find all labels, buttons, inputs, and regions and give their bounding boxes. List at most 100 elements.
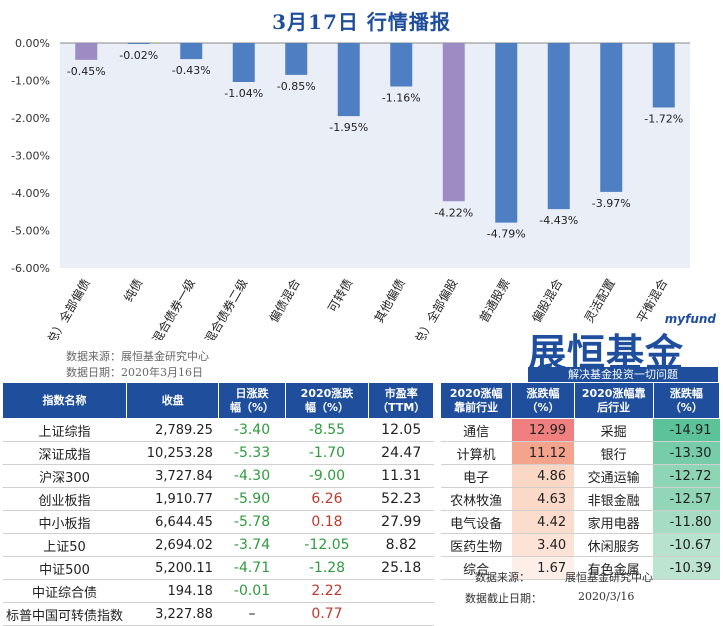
top-industry: 医药生物 bbox=[440, 533, 512, 557]
ytd-change: 6.26 bbox=[285, 487, 369, 511]
index-name: 深证成指 bbox=[2, 441, 127, 465]
close-value: 5,200.11 bbox=[126, 556, 219, 580]
table-row: 中证500 5,200.11 -4.71 -1.28 25.18 bbox=[2, 556, 434, 580]
table-row: 上证50 2,694.02 -3.74 -12.05 8.82 bbox=[2, 533, 434, 557]
industry-table-header: 2020涨幅 靠前行业 涨跌幅 （%） 2020涨幅靠 后行业 涨跌幅 （%） bbox=[439, 382, 721, 419]
svg-text:混合债券一级: 混合债券一级 bbox=[149, 276, 198, 340]
x-tick-label: 混合债券二级 bbox=[201, 276, 250, 340]
pe-value bbox=[368, 602, 434, 626]
table-row: 沪深300 3,727.84 -4.30 -9.00 11.31 bbox=[2, 464, 434, 488]
close-value: 2,694.02 bbox=[126, 533, 219, 557]
day-change: -4.30 bbox=[218, 464, 286, 488]
chart-axes bbox=[60, 42, 690, 268]
bar-data-label: -0.43% bbox=[172, 64, 211, 77]
day-change: -5.33 bbox=[218, 441, 286, 465]
top-change: 12.99 bbox=[511, 418, 575, 442]
close-value: 1,910.77 bbox=[126, 487, 219, 511]
chart-bars bbox=[75, 43, 675, 223]
svg-text:偏债混合: 偏债混合 bbox=[266, 276, 303, 325]
bar-data-label: -1.16% bbox=[382, 92, 421, 105]
close-value: 6,644.45 bbox=[126, 510, 219, 534]
bottom-change: -12.72 bbox=[653, 464, 720, 488]
index-table: 指数名称 收盘 日涨跌 幅（%） 2020涨跌 幅（%） 市盈率 （TTM） 上… bbox=[1, 382, 434, 626]
top-industry: 电气设备 bbox=[440, 510, 512, 534]
bottom-industry: 银行 bbox=[574, 441, 654, 465]
index-name: 中证500 bbox=[2, 556, 127, 580]
top-industry: 农林牧渔 bbox=[440, 487, 512, 511]
close-value: 194.18 bbox=[126, 579, 219, 603]
col-header-bottom-industry: 2020涨幅靠 后行业 bbox=[573, 382, 654, 419]
index-name: 创业板指 bbox=[2, 487, 127, 511]
chart-source-line2: 数据日期：2020年3月16日 bbox=[66, 366, 203, 379]
ytd-change: -8.55 bbox=[285, 418, 369, 442]
footer-source-label: 数据来源： bbox=[475, 571, 530, 584]
col-header-name: 指数名称 bbox=[1, 382, 128, 419]
col-header-bottom-change: 涨跌幅 （%） bbox=[652, 382, 721, 419]
page-title: 3月17日 行情播报 bbox=[272, 10, 451, 34]
index-name: 沪深300 bbox=[2, 464, 127, 488]
pe-value: 24.47 bbox=[368, 441, 434, 465]
bottom-industry: 交通运输 bbox=[574, 464, 654, 488]
table-row: 中小板指 6,644.45 -5.78 0.18 27.99 bbox=[2, 510, 434, 534]
svg-text:普通股票: 普通股票 bbox=[477, 277, 513, 326]
bar-data-label: -4.43% bbox=[539, 214, 578, 227]
bar bbox=[495, 43, 518, 223]
pe-value: 25.18 bbox=[368, 556, 434, 580]
ytd-change: 0.77 bbox=[285, 602, 369, 626]
bar-chart: -0.45% -0.02% -0.43% -1.04% -0.85% -1.95% -1.1… bbox=[11, 37, 690, 340]
table-row: 中证综合债 194.18 -0.01 2.22 bbox=[2, 579, 434, 603]
pe-value: 8.82 bbox=[368, 533, 434, 557]
bar-data-label: -4.22% bbox=[434, 206, 473, 219]
ytd-change: -12.05 bbox=[285, 533, 369, 557]
bottom-change: -12.57 bbox=[653, 487, 720, 511]
ytd-change: -1.70 bbox=[285, 441, 369, 465]
top-change: 3.40 bbox=[511, 533, 575, 557]
bottom-industry: 采掘 bbox=[574, 418, 654, 442]
x-tick-label: 混合债券一级 bbox=[149, 276, 198, 340]
x-tick-label: 偏债混合 bbox=[266, 276, 303, 325]
bar-data-label: -1.72% bbox=[644, 113, 683, 126]
bar bbox=[127, 43, 150, 44]
col-header-day: 日涨跌 幅（%） bbox=[218, 382, 286, 419]
top-industry: 通信 bbox=[440, 418, 512, 442]
col-header-top-industry: 2020涨幅 靠前行业 bbox=[439, 382, 513, 419]
pe-value: 11.31 bbox=[368, 464, 434, 488]
col-header-pe: 市盈率 （TTM） bbox=[368, 382, 434, 419]
pe-value: 12.05 bbox=[368, 418, 434, 442]
bar bbox=[285, 43, 308, 75]
pe-value: 27.99 bbox=[368, 510, 434, 534]
table-row: 通信 12.99 采掘 -14.91 bbox=[440, 418, 720, 442]
bar bbox=[547, 43, 570, 210]
bar bbox=[75, 43, 98, 60]
svg-text:（总）全部偏债: （总）全部偏债 bbox=[38, 276, 93, 340]
ytd-change: 2.22 bbox=[285, 579, 369, 603]
day-change: -0.01 bbox=[218, 579, 286, 603]
ytd-change: 0.18 bbox=[285, 510, 369, 534]
svg-text:其他偏债: 其他偏债 bbox=[371, 276, 408, 325]
bar bbox=[232, 43, 255, 82]
top-change: 4.86 bbox=[511, 464, 575, 488]
y-tick-label: -3.00% bbox=[11, 150, 50, 163]
y-tick-label: -4.00% bbox=[11, 187, 50, 200]
y-tick-label: -1.00% bbox=[11, 75, 50, 88]
col-header-top-change: 涨跌幅 （%） bbox=[511, 382, 575, 419]
industry-table: 2020涨幅 靠前行业 涨跌幅 （%） 2020涨幅靠 后行业 涨跌幅 （%） … bbox=[439, 382, 721, 580]
bar bbox=[390, 43, 413, 87]
y-tick-label: 0.00% bbox=[15, 37, 50, 50]
y-tick-label: -2.00% bbox=[11, 112, 50, 125]
chart-data-labels: -0.45% -0.02% -0.43% -1.04% -0.85% -1.95% -1.1… bbox=[67, 49, 683, 241]
chart-source-line1: 数据来源：展恒基金研究中心 bbox=[66, 350, 209, 363]
col-header-ytd: 2020涨跌 幅（%） bbox=[284, 382, 370, 419]
bar-data-label: -0.45% bbox=[67, 65, 106, 78]
logo-small-text: myfund bbox=[664, 312, 716, 326]
x-tick-label: 普通股票 bbox=[477, 277, 513, 326]
top-change: 11.12 bbox=[511, 441, 575, 465]
footer-date-value: 2020/3/16 bbox=[578, 590, 635, 603]
x-tick-label: 纯债 bbox=[121, 277, 145, 305]
table-row: 电子 4.86 交通运输 -12.72 bbox=[440, 464, 720, 488]
close-value: 3,727.84 bbox=[126, 464, 219, 488]
table-row: 电气设备 4.42 家用电器 -11.80 bbox=[440, 510, 720, 534]
x-tick-label: （总）全部偏债 bbox=[38, 276, 93, 340]
y-tick-label: -6.00% bbox=[11, 262, 50, 275]
bar bbox=[652, 43, 675, 108]
